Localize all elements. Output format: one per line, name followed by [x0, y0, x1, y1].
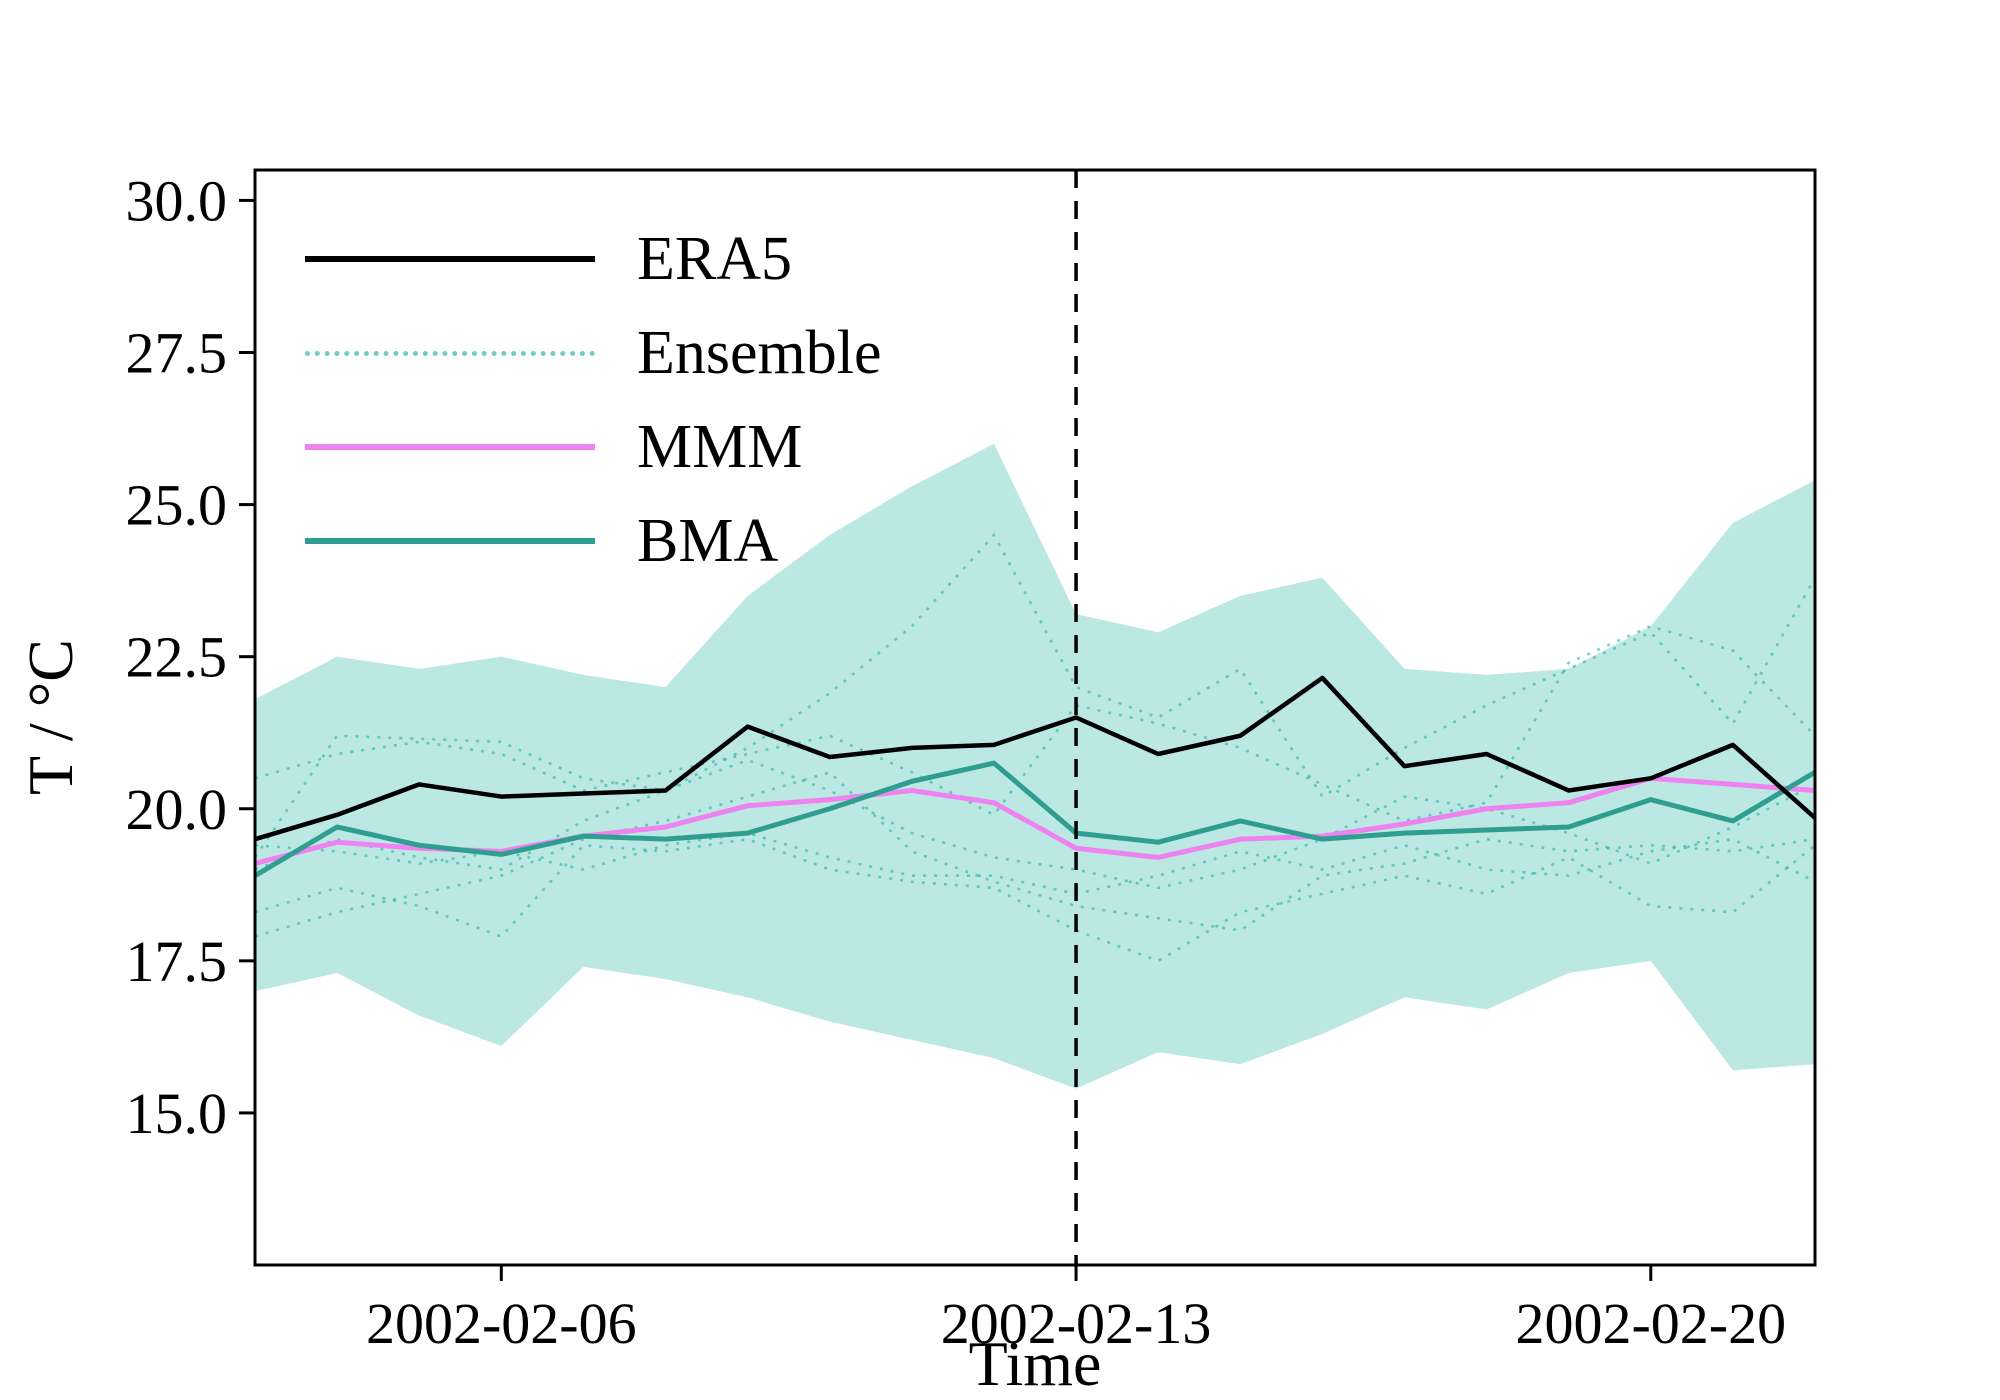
x-tick-label: 2002-02-06 — [366, 1291, 637, 1356]
series-line-era5 — [254, 675, 1817, 842]
axes: 30.0 27.5 25.0 22.5 20.0 17.5 15.0 2002-02-06 20… — [126, 168, 1817, 1356]
legend-item-era5: ERA5 — [305, 212, 882, 306]
series-line-bma — [253, 760, 1817, 878]
legend-label-ensemble: Ensemble — [637, 319, 882, 387]
x-tick-label: 2002-02-13 — [941, 1291, 1212, 1356]
ensemble-member-line-4 — [254, 770, 1816, 938]
legend-label-bma: BMA — [637, 507, 779, 575]
ensemble-member-line-5 — [254, 624, 1816, 823]
y-tick-label: 20.0 — [126, 777, 228, 842]
y-tick-label: 25.0 — [126, 473, 228, 538]
ensemble-range-band — [255, 443, 1815, 1089]
ensemble-member-line-1 — [253, 532, 1817, 859]
legend-bma-line-swatch — [305, 538, 595, 544]
y-tick-label: 27.5 — [126, 321, 228, 386]
legend-era5-line-swatch — [305, 256, 595, 262]
legend-ensemble-line-swatch — [305, 350, 595, 356]
y-tick-label: 17.5 — [126, 929, 228, 994]
ensemble-member-line-3 — [254, 831, 1816, 896]
x-tick-label: 2002-02-20 — [1515, 1291, 1786, 1356]
y-tick-label: 30.0 — [126, 168, 228, 233]
x-axis-label: Time — [969, 1328, 1102, 1399]
y-tick-label: 15.0 — [126, 1081, 228, 1146]
plot-border — [253, 168, 1817, 1267]
legend: ERA5 Ensemble MMM BMA — [305, 212, 882, 588]
legend-label-mmm: MMM — [637, 413, 803, 481]
legend-item-ensemble: Ensemble — [305, 306, 882, 400]
legend-mmm-line-swatch — [305, 444, 595, 450]
series-lines — [253, 675, 1817, 878]
legend-item-mmm: MMM — [305, 400, 882, 494]
ensemble-member-line-2 — [254, 837, 1816, 963]
legend-label-era5: ERA5 — [637, 225, 792, 293]
legend-item-bma: BMA — [305, 494, 882, 588]
y-tick-label: 22.5 — [126, 625, 228, 690]
y-axis-label: T / °C — [15, 639, 86, 795]
ensemble-range-area — [255, 443, 1815, 1089]
